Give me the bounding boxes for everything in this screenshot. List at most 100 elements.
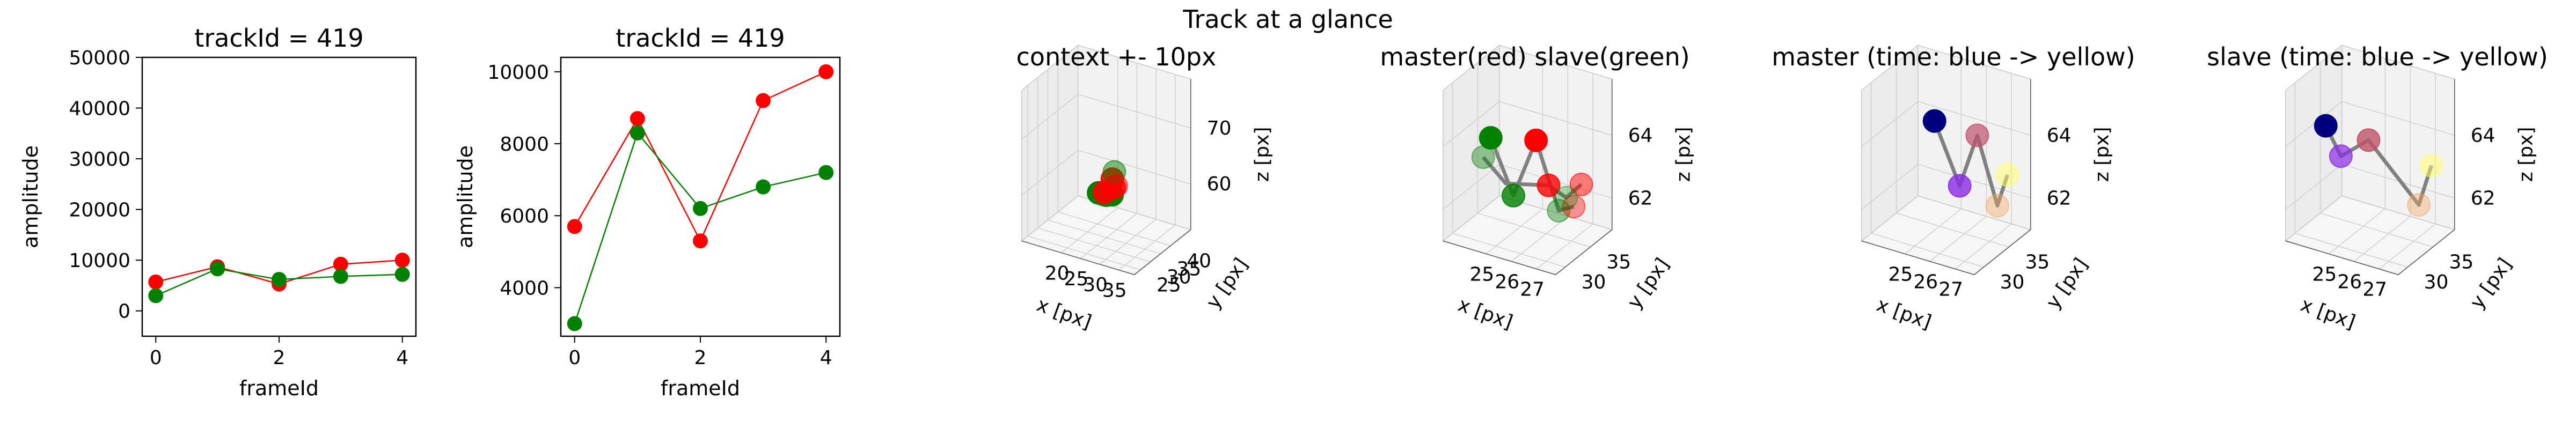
y-tick-label: 4000 xyxy=(500,277,549,299)
x-tick-label: 0 xyxy=(568,347,581,369)
x-tick-label: 26 xyxy=(2337,271,2362,293)
x-tick-label: 2 xyxy=(694,347,707,369)
y-tick-label: 0 xyxy=(118,301,130,323)
data-point xyxy=(148,288,164,304)
data-point xyxy=(1524,128,1548,152)
x-axis-label: frameId xyxy=(661,376,740,400)
y-tick-label: 30 xyxy=(2000,271,2025,293)
data-point xyxy=(1948,174,1972,198)
y-tick-label: 30 xyxy=(1582,271,1606,293)
y-tick-label: 6000 xyxy=(500,205,549,227)
y-tick-label: 40000 xyxy=(69,98,130,120)
grid-line xyxy=(1021,94,1191,140)
grid-line xyxy=(1021,150,1191,196)
y-axis-line xyxy=(1974,229,2031,275)
data-point xyxy=(1554,186,1578,210)
data-point xyxy=(1569,172,1593,196)
grid-line xyxy=(1452,83,1565,268)
chart-title: master (time: blue -> yellow) xyxy=(1772,42,2135,71)
grid-line xyxy=(1080,63,1138,259)
y-tick-label: 35 xyxy=(1606,252,1631,273)
y-tick-label: 8000 xyxy=(500,134,549,156)
chart-title: trackId = 419 xyxy=(616,24,785,53)
x-tick-label: 4 xyxy=(820,347,832,369)
y-tick-label: 35 xyxy=(2025,252,2050,273)
grid-line xyxy=(2285,101,2455,147)
data-point xyxy=(2419,153,2443,177)
z-tick-label: 64 xyxy=(2471,124,2496,146)
x-axis-line xyxy=(2285,240,2398,275)
z-axis-label: z [px] xyxy=(1673,127,1695,182)
z-tick-label: 64 xyxy=(2047,124,2072,146)
z-axis-label: z [px] xyxy=(2515,127,2537,182)
data-point xyxy=(1502,183,1525,208)
x-tick-label: 20 xyxy=(1045,262,1070,284)
data-point xyxy=(1562,195,1586,219)
grid-line xyxy=(2319,62,2433,248)
y-tick-label: 25 xyxy=(1157,274,1181,296)
x-tick-label: 25 xyxy=(1469,263,1494,285)
x-tick-label: 35 xyxy=(1102,280,1127,302)
y-tick-label: 20000 xyxy=(69,199,130,221)
data-point xyxy=(1471,145,1495,169)
x-axis-label: x [px] xyxy=(1034,294,1094,334)
x-tick-label: 26 xyxy=(1495,271,1519,293)
y-tick-label: 35 xyxy=(2449,252,2473,273)
chart-title: master(red) slave(green) xyxy=(1380,42,1689,71)
data-point xyxy=(148,274,164,290)
x-axis-label: x [px] xyxy=(1874,294,1934,334)
line-chart-2: trackId = 419 0 2 4 4000 6000 8000 10000 frameId… xyxy=(453,24,841,400)
y-axis-line xyxy=(1555,229,1613,275)
grid-line xyxy=(1896,62,2009,248)
x-axis-label: x [px] xyxy=(2297,294,2358,334)
x-tick-label: 0 xyxy=(150,347,162,369)
data-point xyxy=(1995,163,2019,187)
grid-line xyxy=(1929,65,1987,262)
data-point xyxy=(272,272,287,287)
x-axis-line xyxy=(1443,240,1556,275)
grid-line xyxy=(1861,101,2031,147)
grid-line xyxy=(1443,101,1612,147)
grid-line xyxy=(2353,65,2411,262)
y-tick-label: 35 xyxy=(1177,258,1202,280)
z-tick-label: 70 xyxy=(1207,117,1232,139)
x-axis-line xyxy=(1021,240,1135,275)
y-tick-label: 30000 xyxy=(69,149,130,171)
x-tick-label: 30 xyxy=(1083,274,1108,296)
grid-line xyxy=(1904,58,1962,255)
data-point xyxy=(210,261,225,277)
data-point xyxy=(1104,174,1128,198)
grid-line xyxy=(1027,85,1141,270)
grid-line xyxy=(1477,62,1591,248)
data-point xyxy=(2357,128,2381,152)
y-axis-label: amplitude xyxy=(19,145,42,248)
y-axis-line xyxy=(2398,229,2455,275)
data-point xyxy=(818,165,834,180)
chart-title: trackId = 419 xyxy=(194,24,363,53)
grid-line xyxy=(1870,83,1984,268)
grid-line xyxy=(1485,58,1543,255)
x-tick-label: 25 xyxy=(2312,263,2337,285)
x-tick-label: 25 xyxy=(1888,263,1913,285)
grid-line xyxy=(2379,73,2436,270)
data-point xyxy=(2314,114,2338,138)
data-point xyxy=(630,125,645,140)
data-point xyxy=(2329,144,2353,168)
z-tick-label: 62 xyxy=(2471,187,2496,209)
x-tick-label: 2 xyxy=(273,347,286,369)
grid-line xyxy=(1037,77,1151,262)
grid-line xyxy=(1061,57,1118,254)
data-point xyxy=(333,269,348,284)
grid-line xyxy=(1099,69,1157,265)
x-tick-label: 4 xyxy=(396,347,408,369)
line-chart-1: trackId = 419 0 2 4 0 10000 20000 30000 40000 500… xyxy=(19,24,417,400)
data-point xyxy=(333,256,348,272)
plot-area xyxy=(141,56,417,337)
grid-line xyxy=(1118,74,1176,271)
plot-area xyxy=(560,56,841,337)
y-axis-label: amplitude xyxy=(453,145,477,248)
